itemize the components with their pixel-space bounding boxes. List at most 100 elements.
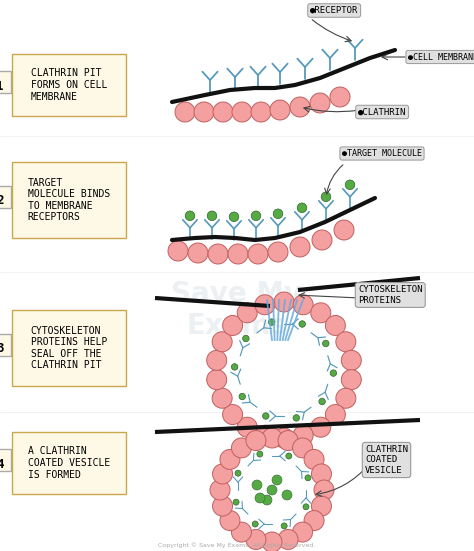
Circle shape	[345, 180, 355, 190]
Circle shape	[252, 480, 262, 490]
Circle shape	[231, 438, 251, 458]
Circle shape	[330, 87, 350, 107]
Circle shape	[268, 319, 275, 325]
Circle shape	[286, 453, 292, 459]
Circle shape	[272, 475, 282, 485]
Circle shape	[341, 370, 361, 390]
Circle shape	[175, 102, 195, 122]
FancyBboxPatch shape	[0, 186, 11, 208]
Circle shape	[304, 511, 324, 531]
Circle shape	[274, 428, 294, 448]
Circle shape	[212, 332, 232, 352]
Text: Save My
Exams: Save My Exams	[172, 280, 302, 340]
Circle shape	[262, 428, 282, 448]
Circle shape	[246, 430, 266, 451]
Circle shape	[255, 493, 265, 503]
Text: 1: 1	[0, 79, 4, 93]
Circle shape	[223, 316, 243, 336]
Circle shape	[207, 211, 217, 220]
Circle shape	[251, 102, 271, 122]
Circle shape	[325, 316, 346, 336]
Circle shape	[311, 417, 331, 437]
Circle shape	[210, 480, 230, 500]
Text: ●RECEPTOR: ●RECEPTOR	[310, 6, 358, 15]
Circle shape	[299, 321, 305, 327]
Circle shape	[212, 464, 233, 484]
Circle shape	[232, 102, 252, 122]
Circle shape	[251, 211, 261, 220]
Circle shape	[208, 244, 228, 264]
Circle shape	[237, 303, 257, 323]
Circle shape	[305, 475, 311, 481]
Circle shape	[239, 393, 246, 400]
Circle shape	[168, 241, 188, 261]
FancyBboxPatch shape	[12, 162, 126, 238]
Circle shape	[207, 370, 227, 390]
Circle shape	[246, 530, 266, 549]
Text: ●CLATHRIN: ●CLATHRIN	[358, 107, 406, 116]
Circle shape	[312, 230, 332, 250]
Text: 2: 2	[0, 195, 4, 208]
Circle shape	[188, 243, 208, 263]
Circle shape	[194, 102, 214, 122]
Circle shape	[310, 93, 330, 113]
Circle shape	[321, 192, 331, 202]
Circle shape	[278, 530, 298, 549]
Circle shape	[322, 340, 329, 347]
Text: Copyright © Save My Exams. All Rights Reserved.: Copyright © Save My Exams. All Rights Re…	[158, 542, 316, 548]
Circle shape	[213, 102, 233, 122]
FancyBboxPatch shape	[12, 310, 126, 386]
Circle shape	[341, 350, 361, 370]
Text: TARGET
MOLECULE BINDS
TO MEMBRANE
RECEPTORS: TARGET MOLECULE BINDS TO MEMBRANE RECEPT…	[28, 177, 110, 223]
FancyBboxPatch shape	[0, 334, 11, 356]
FancyBboxPatch shape	[0, 449, 11, 471]
Circle shape	[262, 532, 282, 551]
Text: CLATHRIN
COATED
VESICLE: CLATHRIN COATED VESICLE	[365, 445, 408, 475]
Circle shape	[212, 388, 232, 408]
Circle shape	[304, 450, 324, 469]
FancyBboxPatch shape	[0, 71, 11, 93]
Circle shape	[293, 425, 313, 445]
Circle shape	[212, 496, 233, 516]
Text: CYTOSKELETON
PROTEINS: CYTOSKELETON PROTEINS	[358, 285, 422, 305]
Text: CLATHRIN PIT
FORMS ON CELL
MEMBRANE: CLATHRIN PIT FORMS ON CELL MEMBRANE	[31, 68, 107, 101]
Circle shape	[207, 350, 227, 370]
Circle shape	[252, 521, 258, 527]
Text: ●TARGET MOLECULE: ●TARGET MOLECULE	[342, 149, 422, 158]
Circle shape	[282, 490, 292, 500]
Circle shape	[292, 522, 312, 542]
Circle shape	[229, 212, 239, 222]
Circle shape	[336, 388, 356, 408]
Circle shape	[334, 220, 354, 240]
Circle shape	[274, 292, 294, 312]
Circle shape	[303, 504, 309, 510]
Circle shape	[220, 511, 240, 531]
Text: A CLATHRIN
COATED VESICLE
IS FORMED: A CLATHRIN COATED VESICLE IS FORMED	[28, 446, 110, 479]
Circle shape	[297, 203, 307, 213]
Circle shape	[220, 450, 240, 469]
Circle shape	[267, 485, 277, 495]
Circle shape	[311, 496, 331, 516]
Circle shape	[228, 244, 248, 264]
Circle shape	[336, 332, 356, 352]
Circle shape	[330, 370, 337, 376]
Circle shape	[255, 425, 275, 445]
Text: CYTOSKELETON
PROTEINS HELP
SEAL OFF THE
CLATHRIN PIT: CYTOSKELETON PROTEINS HELP SEAL OFF THE …	[31, 326, 107, 370]
Circle shape	[293, 295, 313, 315]
Circle shape	[237, 417, 257, 437]
Circle shape	[292, 438, 312, 458]
Circle shape	[325, 404, 346, 424]
Circle shape	[231, 364, 238, 370]
FancyBboxPatch shape	[12, 432, 126, 494]
Text: 4: 4	[0, 457, 4, 471]
Circle shape	[255, 295, 275, 315]
Circle shape	[270, 100, 290, 120]
Circle shape	[233, 499, 239, 505]
Circle shape	[311, 464, 331, 484]
Circle shape	[263, 413, 269, 419]
Text: ●CELL MEMBRANE: ●CELL MEMBRANE	[408, 52, 474, 62]
Circle shape	[273, 209, 283, 219]
Circle shape	[231, 522, 251, 542]
Text: 3: 3	[0, 343, 4, 355]
Circle shape	[268, 242, 288, 262]
